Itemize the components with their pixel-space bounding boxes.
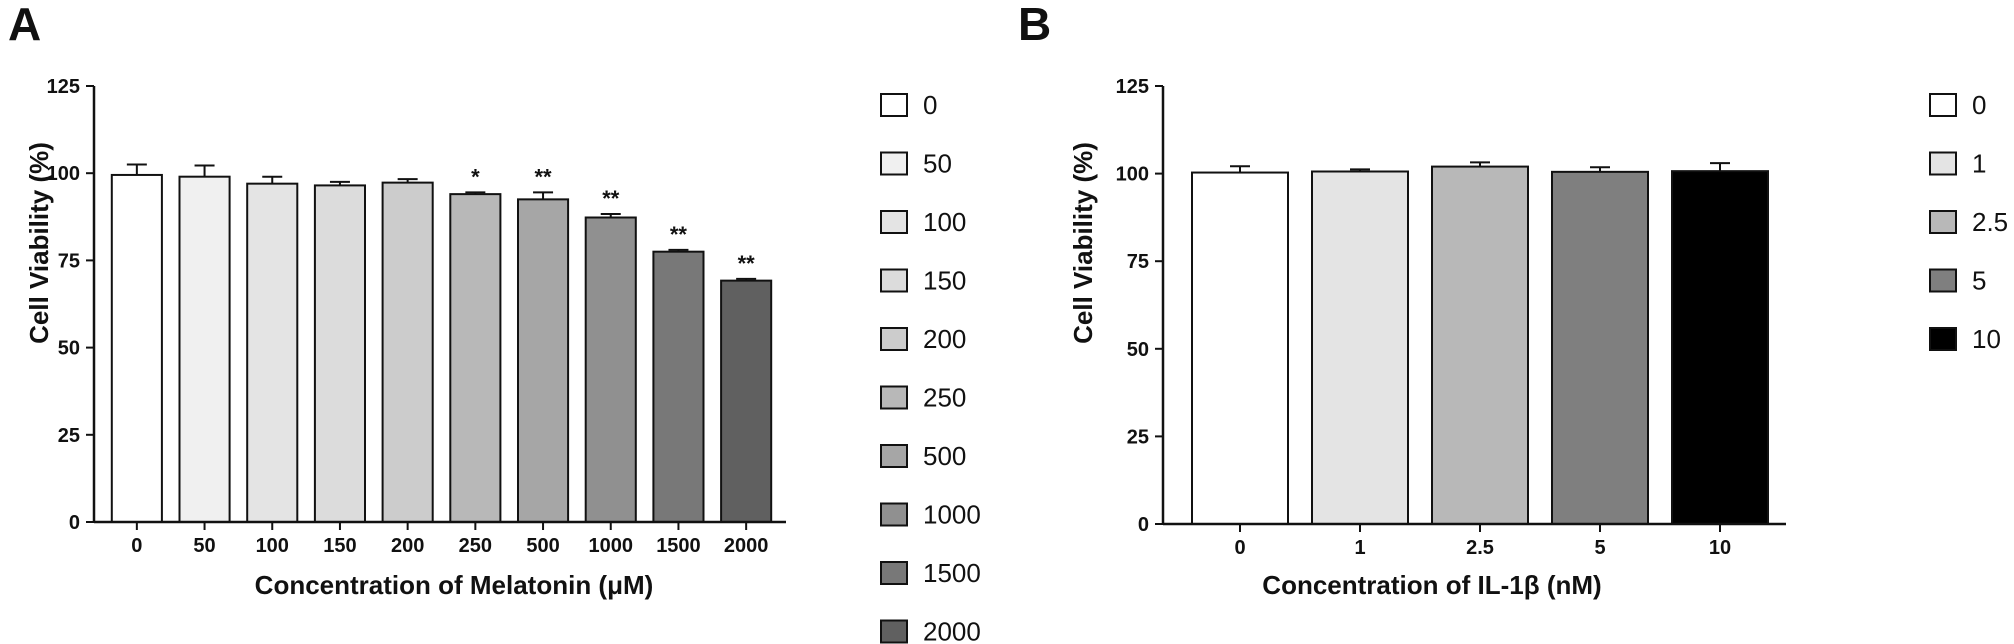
panel-b-legend: 0 1 2.5 5 10 xyxy=(1929,90,2008,354)
y-tick-label: 0 xyxy=(69,512,80,534)
x-tick-label: 10 xyxy=(1709,537,1731,559)
panel-a-y-axis-title: Cell Viability (%) xyxy=(24,142,54,344)
legend-swatch xyxy=(1929,93,1957,117)
legend-label: 100 xyxy=(923,207,966,237)
bar xyxy=(1191,171,1289,525)
y-tick-label: 75 xyxy=(58,250,80,272)
y-tick-label: 25 xyxy=(1127,426,1149,448)
x-tick-label: 1000 xyxy=(589,535,634,557)
significance-label: ** xyxy=(738,251,756,276)
legend-label: 2000 xyxy=(923,617,981,644)
y-tick-label: 75 xyxy=(1127,251,1149,273)
panel-b-bars xyxy=(1191,161,1769,526)
x-tick-label: 100 xyxy=(256,535,289,557)
y-tick-label: 125 xyxy=(47,76,80,98)
y-tick-label: 100 xyxy=(47,163,80,185)
x-tick-label: 5 xyxy=(1594,537,1605,559)
x-tick-label: 200 xyxy=(391,535,424,557)
panel-a-x-ticks: 0 50 100 150 200 250 500 1000 1500 2000 xyxy=(131,522,768,557)
bar xyxy=(1311,170,1409,526)
legend-swatch xyxy=(1929,210,1957,234)
legend-swatch xyxy=(880,385,908,410)
panel-a-legend: 0 50 100 150 200 250 500 1000 1500 2000 xyxy=(880,90,981,644)
y-tick-label: 25 xyxy=(58,425,80,447)
legend-swatch xyxy=(880,619,908,644)
y-tick-label: 0 xyxy=(1138,514,1149,536)
panel-a-letter: A xyxy=(8,0,41,50)
legend-label: 150 xyxy=(923,266,966,296)
legend-swatch xyxy=(880,561,908,585)
legend-label: 50 xyxy=(923,149,952,179)
legend-label: 0 xyxy=(923,90,937,120)
significance-label: * xyxy=(471,164,480,189)
legend-swatch xyxy=(880,444,908,468)
bar xyxy=(1671,170,1769,526)
legend-swatch xyxy=(880,151,908,176)
legend-label: 1 xyxy=(1972,149,1986,179)
significance-label: ** xyxy=(602,186,620,211)
bar xyxy=(720,279,773,523)
panel-a-x-axis-title: Concentration of Melatonin (μM) xyxy=(255,570,654,600)
panel-b-y-ticks: 0 25 50 75 100 125 xyxy=(1116,76,1163,536)
legend-label: 200 xyxy=(923,324,966,354)
x-tick-label: 2.5 xyxy=(1466,537,1494,559)
significance-label: ** xyxy=(534,164,552,189)
x-tick-label: 1 xyxy=(1354,537,1365,559)
legend-label: 1000 xyxy=(923,500,981,530)
bar xyxy=(449,193,502,524)
legend-swatch xyxy=(1929,151,1957,176)
x-tick-label: 500 xyxy=(526,535,559,557)
legend-label: 1500 xyxy=(923,558,981,588)
y-tick-label: 50 xyxy=(1127,339,1149,361)
bar xyxy=(1431,165,1529,525)
panel-b-letter: B xyxy=(1018,0,1051,50)
legend-label: 0 xyxy=(1972,90,1986,120)
bar xyxy=(246,182,299,523)
legend-swatch xyxy=(880,502,908,527)
x-tick-label: 1500 xyxy=(656,535,701,557)
bar xyxy=(178,175,231,524)
legend-label: 5 xyxy=(1972,266,1986,296)
legend-label: 2.5 xyxy=(1972,207,2008,237)
bar xyxy=(110,173,163,523)
panel-a-bars: * ******** xyxy=(110,163,773,524)
legend-swatch xyxy=(880,268,908,293)
bar xyxy=(584,216,637,524)
panel-b-x-axis-title: Concentration of IL-1β (nM) xyxy=(1262,570,1601,600)
y-tick-label: 125 xyxy=(1116,76,1149,98)
bar xyxy=(517,198,570,524)
x-tick-label: 50 xyxy=(193,535,215,557)
x-tick-label: 250 xyxy=(459,535,492,557)
legend-label: 10 xyxy=(1972,324,2001,354)
significance-label: ** xyxy=(670,222,688,247)
legend-swatch xyxy=(1929,327,1957,351)
x-tick-label: 0 xyxy=(131,535,142,557)
bar xyxy=(1551,170,1649,526)
legend-label: 250 xyxy=(923,383,966,413)
bar xyxy=(381,181,434,523)
x-tick-label: 0 xyxy=(1234,537,1245,559)
y-tick-label: 50 xyxy=(58,338,80,360)
legend-swatch xyxy=(880,327,908,351)
legend-swatch xyxy=(1929,268,1957,293)
bar xyxy=(313,184,366,524)
y-tick-label: 100 xyxy=(1116,164,1149,186)
panel-b-x-ticks: 0 1 2.5 5 10 xyxy=(1234,524,1731,559)
panel-a-axes xyxy=(92,86,786,524)
legend-label: 500 xyxy=(923,441,966,471)
legend-swatch xyxy=(880,93,908,117)
x-tick-label: 150 xyxy=(323,535,356,557)
panel-a-y-ticks: 0 25 50 75 100 125 xyxy=(47,76,94,534)
panel-b-y-axis-title: Cell Viability (%) xyxy=(1068,142,1098,344)
panel-b-axes xyxy=(1161,86,1786,526)
x-tick-label: 2000 xyxy=(724,535,769,557)
legend-swatch xyxy=(880,210,908,234)
bar xyxy=(652,250,705,523)
